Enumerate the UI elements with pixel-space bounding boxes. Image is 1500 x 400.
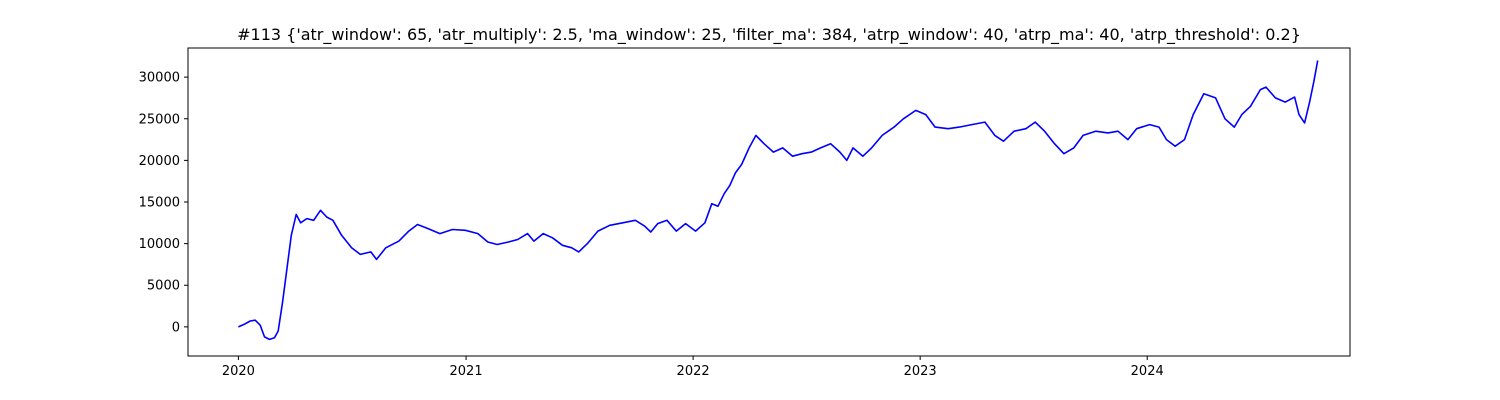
x-tick-label: 2022 [677, 364, 710, 379]
y-tick-label: 10000 [139, 237, 180, 252]
x-axis: 2020 2021 2022 2023 2024 [222, 356, 1164, 379]
plot-frame [187, 47, 1351, 357]
y-tick-label: 15000 [139, 196, 180, 211]
y-tick-label: 25000 [139, 112, 180, 127]
x-tick-label: 2024 [1131, 364, 1164, 379]
x-tick-label: 2023 [904, 364, 937, 379]
x-tick-label: 2021 [450, 364, 483, 379]
y-tick-label: 0 [172, 320, 180, 335]
chart-title: #113 {'atr_window': 65, 'atr_multiply': … [237, 25, 1301, 45]
series-line [238, 60, 1319, 341]
y-tick-label: 20000 [139, 154, 180, 169]
y-axis: 0 5000 10000 15000 20000 25000 30000 [139, 71, 188, 335]
series-layer [238, 60, 1319, 341]
y-tick-label: 30000 [139, 71, 180, 86]
x-tick-label: 2020 [222, 364, 255, 379]
y-tick-label: 5000 [147, 279, 180, 294]
